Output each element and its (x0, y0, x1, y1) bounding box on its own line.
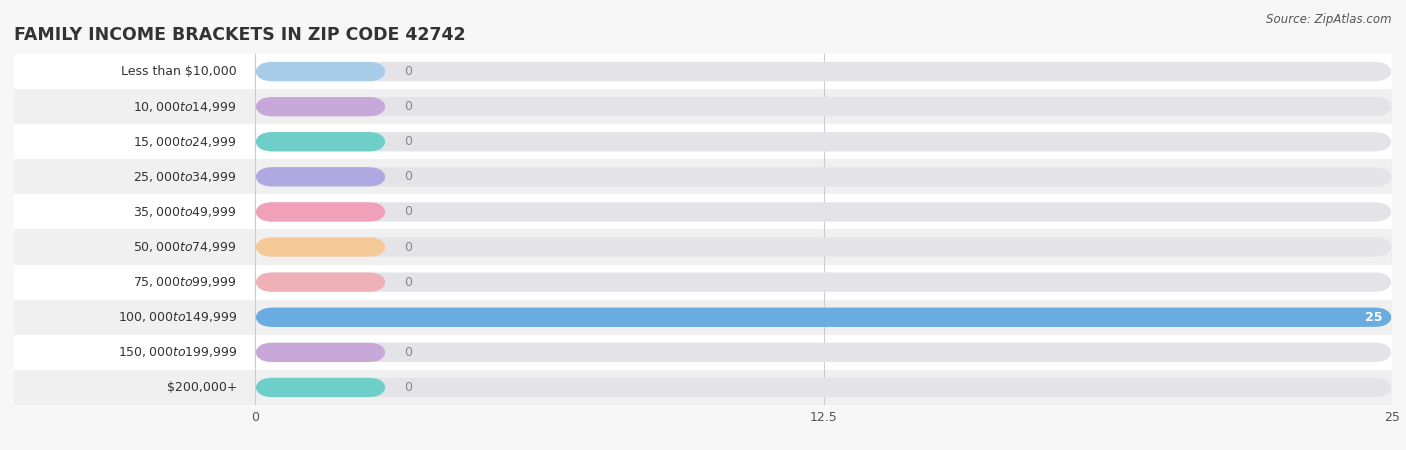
FancyBboxPatch shape (256, 378, 385, 397)
FancyBboxPatch shape (14, 159, 1392, 194)
Text: 0: 0 (404, 65, 412, 78)
Text: $100,000 to $149,999: $100,000 to $149,999 (118, 310, 238, 324)
Text: 0: 0 (404, 346, 412, 359)
Text: Less than $10,000: Less than $10,000 (121, 65, 238, 78)
Text: 0: 0 (404, 135, 412, 148)
FancyBboxPatch shape (256, 167, 1392, 186)
Text: 0: 0 (404, 206, 412, 218)
Text: $35,000 to $49,999: $35,000 to $49,999 (134, 205, 238, 219)
FancyBboxPatch shape (256, 238, 385, 256)
Text: 0: 0 (404, 276, 412, 288)
FancyBboxPatch shape (14, 124, 1392, 159)
Text: 0: 0 (404, 100, 412, 113)
FancyBboxPatch shape (256, 273, 1392, 292)
FancyBboxPatch shape (256, 62, 385, 81)
Text: $25,000 to $34,999: $25,000 to $34,999 (134, 170, 238, 184)
FancyBboxPatch shape (256, 308, 1392, 327)
FancyBboxPatch shape (14, 230, 1392, 265)
FancyBboxPatch shape (14, 89, 1392, 124)
FancyBboxPatch shape (256, 202, 1392, 221)
FancyBboxPatch shape (256, 97, 1392, 116)
FancyBboxPatch shape (14, 265, 1392, 300)
FancyBboxPatch shape (14, 194, 1392, 230)
Text: $15,000 to $24,999: $15,000 to $24,999 (134, 135, 238, 149)
Text: 0: 0 (404, 171, 412, 183)
FancyBboxPatch shape (14, 370, 1392, 405)
Text: $75,000 to $99,999: $75,000 to $99,999 (134, 275, 238, 289)
FancyBboxPatch shape (256, 308, 1392, 327)
FancyBboxPatch shape (256, 343, 1392, 362)
Text: $50,000 to $74,999: $50,000 to $74,999 (134, 240, 238, 254)
FancyBboxPatch shape (256, 202, 385, 221)
FancyBboxPatch shape (256, 167, 385, 186)
FancyBboxPatch shape (256, 238, 1392, 256)
Text: 0: 0 (404, 381, 412, 394)
Text: $200,000+: $200,000+ (166, 381, 238, 394)
FancyBboxPatch shape (256, 132, 385, 151)
FancyBboxPatch shape (14, 54, 1392, 89)
Text: 25: 25 (1365, 311, 1384, 324)
FancyBboxPatch shape (256, 378, 1392, 397)
FancyBboxPatch shape (14, 300, 1392, 335)
Text: Source: ZipAtlas.com: Source: ZipAtlas.com (1267, 14, 1392, 27)
FancyBboxPatch shape (256, 132, 1392, 151)
FancyBboxPatch shape (256, 273, 385, 292)
Text: $10,000 to $14,999: $10,000 to $14,999 (134, 99, 238, 114)
Text: 0: 0 (404, 241, 412, 253)
FancyBboxPatch shape (256, 343, 385, 362)
FancyBboxPatch shape (256, 97, 385, 116)
FancyBboxPatch shape (256, 62, 1392, 81)
Text: FAMILY INCOME BRACKETS IN ZIP CODE 42742: FAMILY INCOME BRACKETS IN ZIP CODE 42742 (14, 26, 465, 44)
FancyBboxPatch shape (14, 335, 1392, 370)
Text: $150,000 to $199,999: $150,000 to $199,999 (118, 345, 238, 360)
